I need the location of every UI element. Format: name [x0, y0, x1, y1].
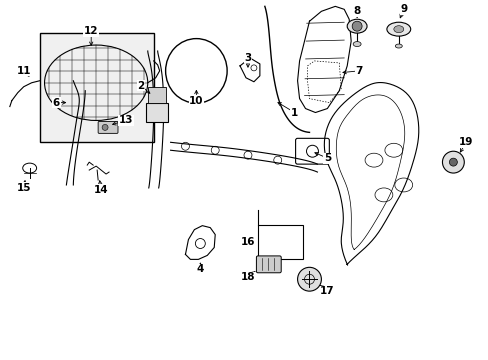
- Bar: [147, 87, 165, 103]
- Text: 6: 6: [53, 98, 60, 108]
- Text: 13: 13: [119, 116, 133, 126]
- Ellipse shape: [386, 22, 410, 36]
- Text: 17: 17: [319, 286, 334, 296]
- Ellipse shape: [394, 44, 402, 48]
- Text: 12: 12: [84, 26, 98, 36]
- Text: 18: 18: [240, 272, 255, 282]
- FancyBboxPatch shape: [256, 256, 281, 273]
- Text: 5: 5: [323, 153, 330, 163]
- Circle shape: [102, 125, 108, 130]
- Bar: [145, 103, 167, 122]
- Text: 19: 19: [458, 137, 472, 147]
- Ellipse shape: [393, 26, 403, 33]
- FancyBboxPatch shape: [98, 121, 118, 133]
- Text: 2: 2: [137, 81, 144, 91]
- Text: 15: 15: [17, 183, 31, 193]
- Text: 11: 11: [17, 66, 31, 76]
- Text: 8: 8: [353, 6, 360, 16]
- Bar: [257, 225, 302, 260]
- Circle shape: [351, 21, 361, 31]
- Ellipse shape: [346, 19, 366, 33]
- Text: 16: 16: [240, 237, 255, 247]
- Text: 1: 1: [290, 108, 298, 117]
- Text: 14: 14: [94, 185, 108, 195]
- Text: 3: 3: [244, 53, 251, 63]
- Bar: [40, 33, 153, 142]
- Text: 4: 4: [196, 264, 203, 274]
- Ellipse shape: [352, 41, 360, 46]
- Circle shape: [448, 158, 456, 166]
- Text: 9: 9: [399, 4, 407, 14]
- Text: 10: 10: [189, 96, 203, 105]
- Text: 7: 7: [355, 66, 362, 76]
- Circle shape: [297, 267, 321, 291]
- Circle shape: [442, 151, 463, 173]
